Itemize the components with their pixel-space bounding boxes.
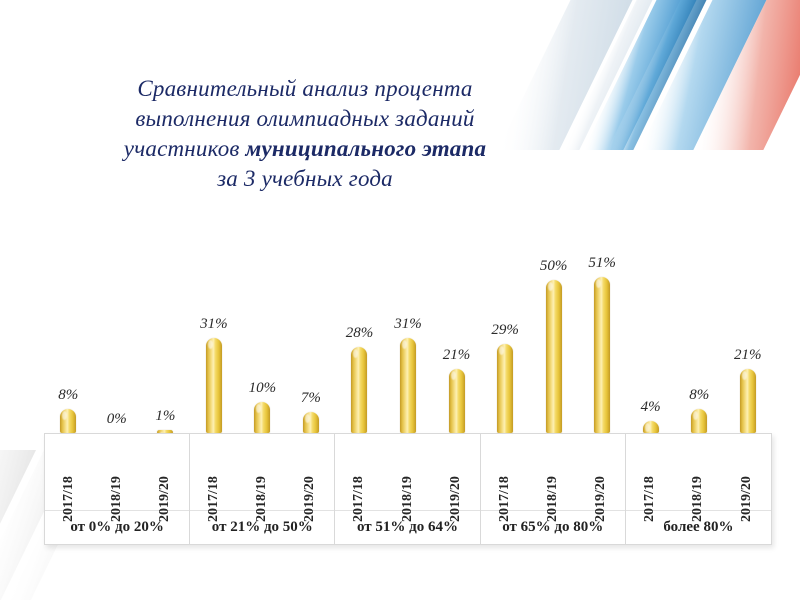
axis-year-label: 2018/19 [109, 476, 125, 522]
title-line-1: Сравнительный анализ процента [137, 76, 473, 101]
title-line-4: за 3 учебных года [217, 166, 393, 191]
axis-year-label: 2017/18 [206, 476, 222, 522]
axis-year-cell: 2017/18 [626, 434, 674, 522]
axis-group: 2017/18 2018/19 2019/20 от 0% до 20% [45, 434, 191, 544]
axis-group: 2017/18 2018/19 2019/20 от 65% до 80% [480, 434, 626, 544]
axis-year-label: 2018/19 [690, 476, 706, 522]
axis-year-row: 2017/18 2018/19 2019/20 [45, 434, 189, 522]
axis-year-label: 2019/20 [302, 476, 318, 522]
axis-year-label: 2019/20 [738, 476, 754, 522]
axis-year-cell: 2017/18 [190, 434, 238, 522]
axis-year-cell: 2017/18 [335, 434, 383, 522]
axis-year-label: 2019/20 [592, 476, 608, 522]
chart-bar [545, 280, 562, 433]
axis-year-cell: 2018/19 [238, 434, 286, 522]
axis-year-cell: 2017/18 [481, 434, 529, 522]
axis-year-label: 2017/18 [351, 476, 367, 522]
chart-plot-area: 8% 0% 1% 31% 10% 7% 28% 31% 21% 29% 50% 51% 4% 8% 21% [44, 230, 772, 433]
axis-group: 2017/18 2018/19 2019/20 более 80% [625, 434, 772, 544]
axis-year-label: 2018/19 [544, 476, 560, 522]
chart-bar-value-label: 10% [248, 380, 277, 397]
axis-group-label: от 21% до 50% [190, 509, 335, 544]
axis-year-cell: 2019/20 [723, 434, 771, 522]
axis-year-cell: 2019/20 [141, 434, 189, 522]
axis-group-list: 2017/18 2018/19 2019/20 от 0% до 20% 2017/18… [45, 434, 772, 544]
axis-year-row: 2017/18 2018/19 2019/20 [481, 434, 625, 522]
axis-year-label: 2018/19 [399, 476, 415, 522]
chart-bar-value-label: 8% [58, 386, 79, 403]
title-emphasis: муниципального этапа [245, 136, 487, 161]
axis-group: 2017/18 2018/19 2019/20 от 21% до 50% [190, 434, 336, 544]
chart-bar [254, 402, 271, 433]
chart-bar [302, 411, 319, 433]
axis-year-row: 2017/18 2018/19 2019/20 [190, 434, 334, 522]
chart-bar [60, 408, 77, 433]
axis-year-cell: 2018/19 [383, 434, 431, 522]
axis-year-label: 2017/18 [496, 476, 512, 522]
axis-year-cell: 2019/20 [286, 434, 334, 522]
axis-year-cell: 2018/19 [93, 434, 141, 522]
chart-bar [691, 408, 708, 433]
chart-bar [739, 368, 756, 433]
chart-bar [594, 276, 611, 433]
chart-bar [642, 420, 659, 433]
axis-year-row: 2017/18 2018/19 2019/20 [335, 434, 480, 522]
axis-year-label: 2019/20 [157, 476, 173, 522]
axis-group: 2017/18 2018/19 2019/20 от 51% до 64% [335, 434, 481, 544]
chart-bar [497, 344, 514, 433]
chart-bar-value-label: 31% [394, 316, 422, 333]
axis-year-cell: 2019/20 [577, 434, 625, 522]
chart-bar [400, 338, 416, 433]
axis-year-cell: 2019/20 [432, 434, 480, 522]
axis-group-label: от 0% до 20% [45, 509, 190, 544]
chart-bar-value-label: 28% [345, 325, 374, 342]
chart-bar-value-label: 7% [300, 389, 321, 406]
axis-year-label: 2017/18 [61, 476, 77, 522]
axis-group-label: от 51% до 64% [335, 509, 480, 544]
title-line-2: выполнения олимпиадных заданий [135, 106, 475, 131]
axis-year-cell: 2018/19 [529, 434, 577, 522]
chart-bar [351, 347, 368, 433]
chart-bar-value-label: 31% [200, 316, 228, 333]
slide-title: Сравнительный анализ процента выполнения… [60, 74, 550, 194]
axis-year-row: 2017/18 2018/19 2019/20 [626, 434, 771, 522]
axis-year-label: 2018/19 [254, 476, 270, 522]
chart-bar-value-label: 8% [689, 386, 710, 403]
axis-year-cell: 2017/18 [45, 434, 93, 522]
bar-chart: 8% 0% 1% 31% 10% 7% 28% 31% 21% 29% 50% 51% 4% 8% 21% … [44, 230, 772, 550]
chart-bar-value-label: 29% [491, 322, 519, 339]
chart-bar-value-label: 1% [155, 407, 176, 424]
axis-year-label: 2019/20 [447, 476, 463, 522]
axis-year-label: 2017/18 [642, 476, 658, 522]
chart-bar [157, 429, 174, 433]
title-line-3: участников муниципального этапа [60, 134, 550, 164]
chart-axis-table: 2017/18 2018/19 2019/20 от 0% до 20% 2017/18… [44, 433, 772, 545]
title-line-3-plain: участников [123, 136, 246, 161]
chart-bar-value-label: 50% [539, 258, 568, 274]
chart-bar [205, 338, 222, 433]
chart-bar-value-label: 21% [733, 346, 762, 363]
chart-bar-value-label: 0% [106, 411, 127, 427]
axis-group-label: от 65% до 80% [480, 509, 625, 544]
axis-year-cell: 2018/19 [674, 434, 722, 522]
chart-bar-value-label: 21% [442, 346, 471, 363]
axis-group-label: более 80% [625, 509, 772, 544]
chart-bar [448, 368, 465, 433]
chart-bar-value-label: 4% [640, 398, 661, 415]
chart-bar-value-label: 51% [588, 254, 616, 271]
